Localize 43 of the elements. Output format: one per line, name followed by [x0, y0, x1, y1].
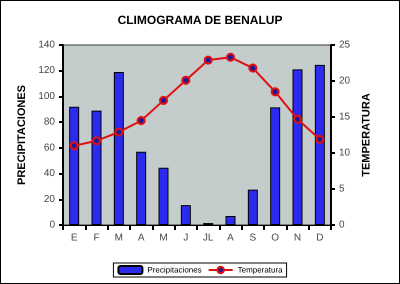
point: [248, 64, 258, 73]
legend-label: Temperatura: [238, 266, 284, 274]
x-tick-label: JL: [202, 232, 214, 244]
y-tick-label: 140: [38, 40, 56, 50]
point: [270, 87, 280, 96]
y2-tick-label: 5: [339, 184, 345, 194]
x-tick-label: D: [316, 232, 324, 244]
point: [315, 134, 324, 144]
y-tick-label: 0: [49, 220, 56, 230]
x-tick-label: F: [93, 232, 100, 244]
x-tick-label: E: [70, 232, 78, 244]
y2-tick-label: 25: [339, 40, 351, 50]
point: [226, 52, 235, 62]
x-tick-label: S: [249, 232, 256, 244]
point: [70, 141, 79, 150]
y2-tick-label: 10: [339, 148, 351, 158]
y-tick-label: 40: [44, 168, 56, 180]
y2-axis-title: TEMPERATURA: [360, 93, 373, 177]
point: [159, 96, 168, 105]
point: [136, 116, 146, 126]
y-tick-label: 80: [44, 116, 56, 128]
x-tick-label: M: [114, 232, 124, 244]
x-tick-label: A: [138, 232, 145, 244]
x-tick-label: N: [294, 232, 302, 244]
point: [114, 128, 124, 137]
y2-tick-label: 0: [339, 220, 345, 230]
x-tick-label: M: [159, 232, 168, 244]
y-tick-label: 60: [44, 142, 56, 154]
x-tick-label: A: [227, 232, 234, 244]
legend-label: Precipitaciones: [147, 266, 202, 274]
x-tick-label: O: [271, 232, 280, 244]
y2-tick-label: 15: [339, 112, 351, 122]
point: [204, 56, 213, 65]
chart-title: CLIMOGRAMA DE BENALUP: [118, 13, 282, 27]
point: [92, 136, 101, 146]
point: [293, 114, 302, 124]
x-tick-label: J: [183, 232, 188, 244]
y-tick-label: 120: [38, 65, 56, 76]
y-axis-title: PRECIPITACIONES: [16, 84, 28, 186]
y2-tick-label: 20: [339, 76, 351, 86]
point: [181, 76, 190, 85]
y-tick-label: 100: [38, 90, 56, 102]
y-tick-label: 20: [44, 194, 56, 205]
